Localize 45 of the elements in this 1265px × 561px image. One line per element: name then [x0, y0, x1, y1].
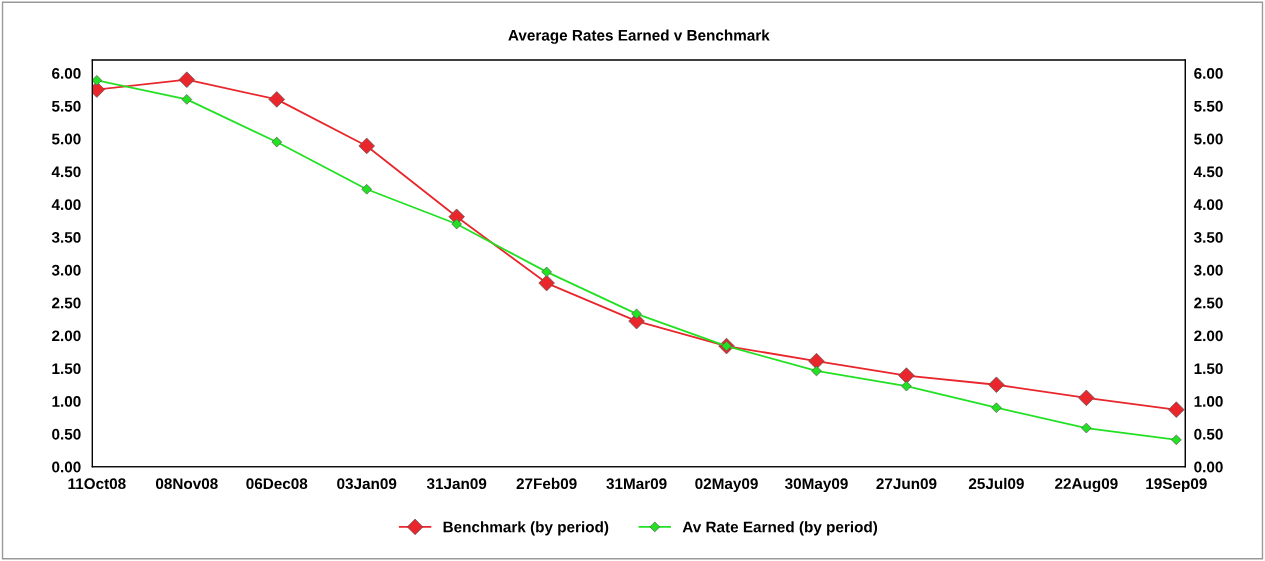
point: [538, 274, 555, 292]
x-tick-label: 03Jan09: [337, 478, 397, 490]
y2-tick-label: 0.00: [1194, 461, 1223, 473]
y2-tick-label: 5.50: [1194, 100, 1223, 112]
x-tick-label: 31Mar09: [606, 478, 667, 490]
y-tick-label: 4.00: [51, 199, 81, 211]
y-tick-label: 1.00: [52, 396, 81, 407]
y2-tick-label: 2.50: [1194, 297, 1223, 309]
y-tick-label: 3.50: [51, 232, 81, 243]
y2-tick-label: 0.50: [1194, 428, 1223, 440]
legend-label: Benchmark (by period): [443, 521, 609, 536]
y-tick-label: 4.50: [51, 166, 81, 178]
y-tick-label: 2.00: [52, 330, 81, 342]
x-tick-label: 30May09: [784, 478, 848, 493]
x-tick-label: 27Jun09: [876, 478, 937, 490]
y2-tick-label: 3.50: [1193, 232, 1223, 243]
y2-tick-label: 4.00: [1193, 199, 1223, 211]
y-tick-label: 3.00: [51, 264, 81, 276]
y2-tick-label: 1.50: [1194, 363, 1223, 375]
y-tick-label: 6.00: [52, 68, 81, 79]
y-tick-label: 2.50: [52, 297, 81, 309]
x-tick-label: 25Jul09: [968, 477, 1024, 490]
y2-tick-label: 2.00: [1194, 330, 1223, 342]
y-tick-label: 5.00: [51, 133, 81, 145]
y2-tick-label: 3.00: [1193, 264, 1223, 276]
x-tick-label: 22Aug09: [1055, 478, 1118, 493]
point: [358, 137, 375, 155]
x-tick-label: 19Sep09: [1146, 478, 1207, 493]
y-tick-label: 1.50: [52, 363, 81, 375]
y-tick-label: 5.50: [51, 100, 81, 112]
chart-title: Average Rates Earned v Benchmark: [508, 29, 770, 44]
y2-tick-label: 1.00: [1194, 396, 1223, 407]
y2-tick-label: 4.50: [1193, 166, 1223, 178]
y-tick-label: 0.00: [52, 461, 81, 473]
legend-label: Av Rate Earned (by period): [682, 521, 878, 536]
y2-tick-label: 6.00: [1194, 68, 1223, 79]
x-tick-label: 11Oct08: [68, 478, 126, 490]
x-tick-label: 02May09: [695, 478, 758, 493]
x-tick-label: 27Feb09: [516, 477, 577, 490]
point: [92, 75, 103, 86]
y2-tick-label: 5.00: [1194, 133, 1223, 145]
x-tick-label: 06Dec08: [246, 478, 308, 490]
x-tick-label: 31Jan09: [426, 478, 487, 490]
y-tick-label: 0.50: [52, 428, 81, 440]
x-tick-label: 08Nov08: [155, 478, 218, 490]
